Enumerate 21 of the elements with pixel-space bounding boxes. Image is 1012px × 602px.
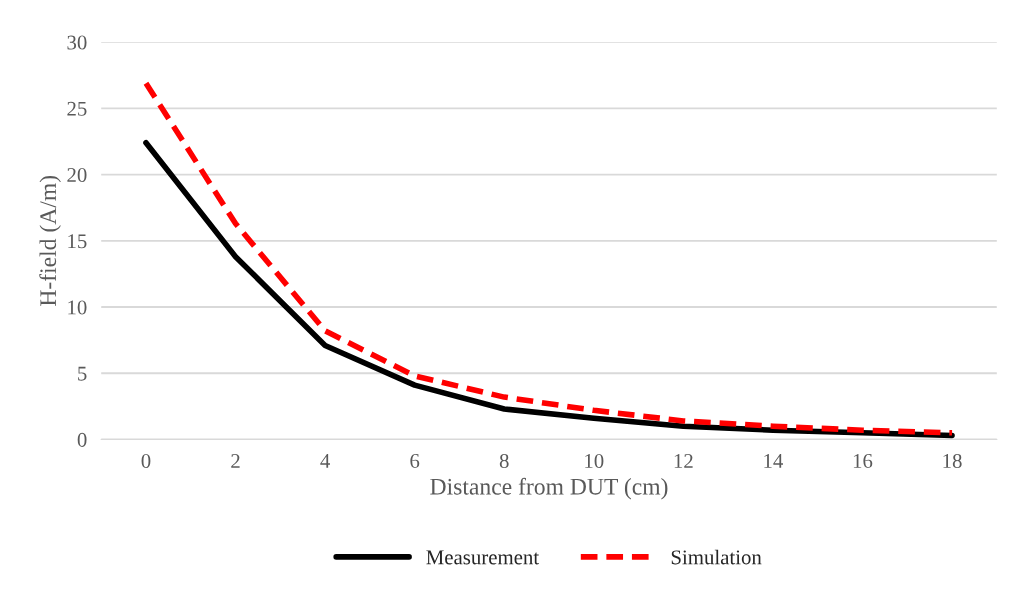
y-tick-label: 20 xyxy=(67,167,87,183)
legend-label: Simulation xyxy=(671,549,762,565)
x-tick-label: 14 xyxy=(764,454,784,468)
x-tick-label: 6 xyxy=(410,454,420,469)
x-tick-label: 18 xyxy=(943,453,962,469)
y-tick-label: 10 xyxy=(68,300,87,315)
y-tick-label: 0 xyxy=(77,432,87,447)
x-tick-label: 10 xyxy=(585,453,604,469)
x-axis-title: Distance from DUT (cm) xyxy=(430,477,668,500)
x-tick-label: 8 xyxy=(499,453,509,469)
y-axis-title: H-field (A/m) xyxy=(39,175,61,307)
y-tick-label: 5 xyxy=(78,366,87,381)
y-tick-label: 25 xyxy=(67,101,87,116)
x-tick-label: 2 xyxy=(231,454,240,468)
y-tick-label: 30 xyxy=(67,35,87,50)
x-tick-label: 4 xyxy=(320,454,330,468)
x-tick-label: 12 xyxy=(674,454,693,468)
x-tick-label: 0 xyxy=(141,453,151,469)
y-tick-label: 15 xyxy=(68,234,87,249)
x-tick-label: 16 xyxy=(853,454,873,469)
legend-label: Measurement xyxy=(426,550,540,565)
